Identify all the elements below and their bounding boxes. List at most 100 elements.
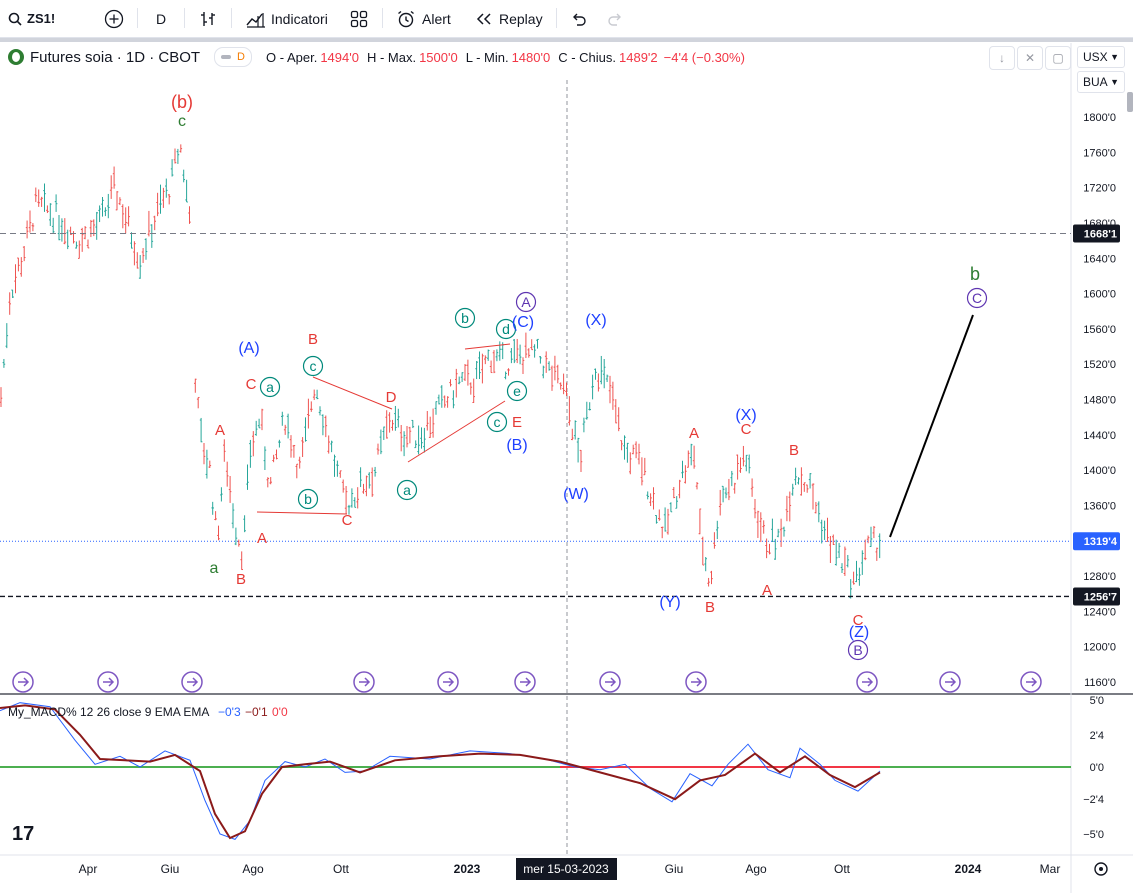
maximize-pane-button[interactable]: ▢ [1045,46,1071,70]
arrow-right-icon [359,677,371,687]
low-label: L - Min. [465,49,509,65]
wave-label-purple-ring [966,287,988,309]
unit-select[interactable]: BUA ▼ [1077,71,1125,93]
arrow-right-icon [1026,677,1038,687]
wave-label-blue: (Z) [849,624,869,641]
replay-button[interactable]: Replay [475,0,543,37]
close-pane-button[interactable]: ✕ [1017,46,1043,70]
arrow-right-icon [945,677,957,687]
wave-label-teal: c [310,358,317,374]
wave-label-teal: b [304,491,312,507]
gear-icon-center [1099,867,1103,871]
toolbar-divider [0,38,1133,42]
arrow-right-icon [103,677,115,687]
time-label: 2023 [454,862,481,876]
wave-label-teal-ring [486,411,508,433]
wave-label-teal: a [266,379,274,395]
wave-label-red: E [512,414,522,431]
wave-label-teal: d [502,321,510,337]
symbol-label: ZS1! [27,11,56,26]
undo-button[interactable] [570,0,586,37]
wave-label-blue: (X) [735,407,756,424]
change-value: −4'4 (−0.30%) [663,49,745,65]
time-label: Mar [1040,862,1061,876]
macd-tick-label: −5'0 [1083,829,1104,841]
currency-select[interactable]: USX ▼ [1077,46,1125,68]
alarm-clock-icon [398,10,414,27]
market-status-badge[interactable]: D [214,47,252,67]
interval-button[interactable]: D [156,0,166,37]
chart-type-button[interactable] [199,0,217,37]
gear-icon [1094,862,1108,876]
time-label: Ago [745,862,767,876]
undo-icon [573,13,586,26]
price-tick-label: 1160'0 [1084,677,1116,689]
indicators-button[interactable]: Indicatori [246,0,328,37]
price-tick-label: 1800'0 [1083,112,1116,124]
time-label: 2024 [955,862,982,876]
triangle-line [407,400,506,463]
symbol-logo [8,49,24,65]
compare-button[interactable] [104,0,124,37]
bars-icon [201,11,215,26]
badge-label: D [237,51,245,63]
arrow-down-icon: ↓ [999,51,1005,65]
macd-tick-label: 0'0 [1090,762,1104,774]
wave-label-teal-ring [302,355,324,377]
price-tag-label: 1319'4 [1084,536,1118,548]
price-tick-label: 1480'0 [1083,395,1116,407]
time-label: Apr [79,862,98,876]
wave-label-green: b [970,264,980,284]
wave-label-purple: A [521,294,531,310]
price-tick-label: 1280'0 [1083,571,1116,583]
price-tick-label: 1760'0 [1083,147,1116,159]
scroll-down-button[interactable]: ↓ [989,46,1015,70]
macd-hist-value: 0'0 [272,705,288,719]
close-icon: ✕ [1024,51,1036,65]
wave-label-red: B [236,571,246,588]
wave-label-red: A [257,530,267,547]
price-tag [1073,587,1120,606]
wave-label-red: C [853,612,864,629]
wave-label-red: B [308,331,318,348]
triangle-line [256,511,348,515]
alert-label: Alert [422,10,451,27]
arrow-right-icon [443,677,455,687]
wave-label-blue: (W) [563,486,589,503]
scale-scrollbar[interactable] [1127,92,1133,112]
close-value: 1489'2 [619,49,658,65]
wave-label-teal-ring [454,307,476,329]
currency-value: USX [1083,50,1108,64]
alert-button[interactable]: Alert [396,0,451,37]
crosshair-time-label: mer 15-03-2023 [523,862,609,876]
search-icon [8,12,22,26]
layout-button[interactable] [350,0,368,37]
wave-label-red: D [386,389,397,406]
wave-label-green: a [210,560,219,577]
macd-tick-label: −2'4 [1083,794,1104,806]
redo-button[interactable] [608,0,624,37]
wave-label-red: A [215,422,225,439]
price-tick-label: 1560'0 [1083,324,1116,336]
time-label: Giu [161,862,180,876]
price-tag-label: 1256'7 [1084,591,1117,603]
wave-label-teal: a [403,482,411,498]
symbol-search[interactable]: ZS1! [8,0,55,37]
price-tick-label: 1640'0 [1083,253,1116,265]
macd-tick-label: 2'4 [1090,730,1104,742]
wave-label-red: (b) [171,92,193,112]
macd-signal-line [0,704,881,840]
high-value: 1500'0 [419,49,458,65]
price-tick-label: 1440'0 [1083,430,1116,442]
macd-signal-value: −0'1 [245,705,268,719]
arrow-right-icon [520,677,532,687]
arrow-right-icon [605,677,617,687]
maximize-icon: ▢ [1052,51,1064,65]
wave-label-teal-ring [495,318,517,340]
indicators-label: Indicatori [271,10,328,27]
price-tick-label: 1400'0 [1083,465,1116,477]
wave-label-teal: e [513,383,521,399]
wave-label-teal-ring [506,380,528,402]
wave-label-red: B [789,442,799,459]
